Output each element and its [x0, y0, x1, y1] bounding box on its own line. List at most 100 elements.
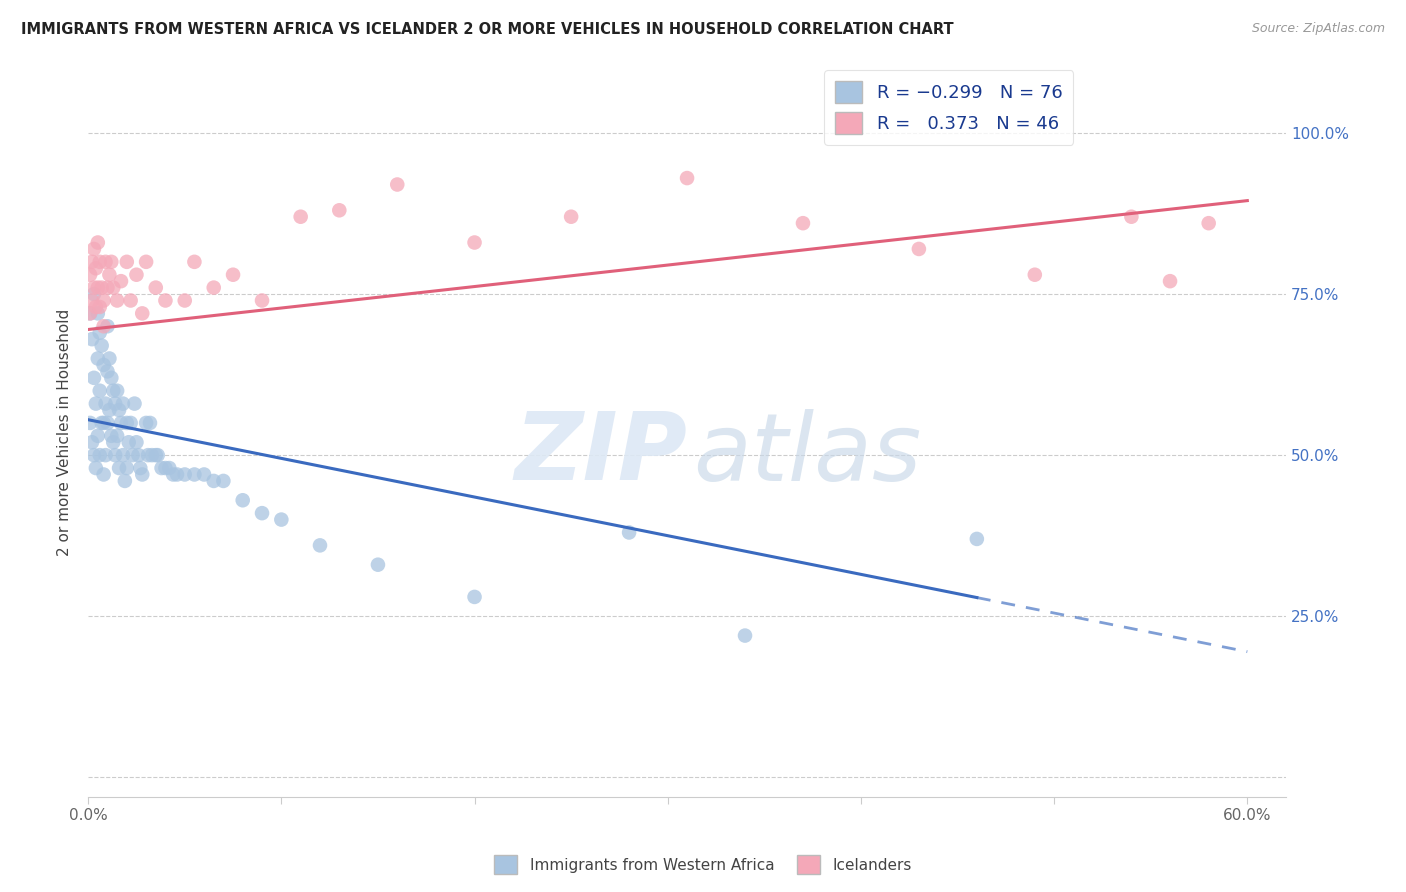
Point: [80, 255, 103, 269]
Point: [98, 268, 121, 282]
Point: [157, 461, 180, 475]
Point: [183, 467, 205, 482]
Point: [131, 306, 153, 320]
Point: [464, 235, 486, 250]
Point: [125, 268, 148, 282]
Point: [464, 590, 486, 604]
Point: [290, 210, 312, 224]
Point: [105, 293, 128, 308]
Text: ZIP: ZIP: [515, 409, 688, 500]
Point: [166, 467, 188, 482]
Point: [129, 461, 152, 475]
Point: [83, 448, 105, 462]
Point: [232, 493, 254, 508]
Point: [193, 467, 215, 482]
Point: [98, 403, 121, 417]
Point: [734, 629, 756, 643]
Point: [89, 448, 111, 462]
Point: [104, 448, 127, 462]
Point: [270, 512, 292, 526]
Point: [155, 293, 177, 308]
Point: [115, 255, 138, 269]
Point: [183, 255, 205, 269]
Point: [79, 306, 101, 320]
Point: [173, 467, 195, 482]
Point: [84, 396, 107, 410]
Point: [1159, 274, 1181, 288]
Point: [98, 351, 121, 366]
Point: [105, 429, 128, 443]
Point: [111, 448, 134, 462]
Point: [89, 384, 111, 398]
Point: [80, 293, 103, 308]
Point: [110, 274, 132, 288]
Legend: R = −0.299   N = 76, R =   0.373   N = 46: R = −0.299 N = 76, R = 0.373 N = 46: [824, 70, 1073, 145]
Point: [80, 332, 103, 346]
Point: [125, 435, 148, 450]
Point: [114, 474, 136, 488]
Point: [309, 538, 332, 552]
Point: [202, 280, 225, 294]
Point: [146, 448, 169, 462]
Point: [79, 306, 101, 320]
Text: atlas: atlas: [693, 409, 921, 500]
Point: [84, 300, 107, 314]
Point: [131, 467, 153, 482]
Point: [84, 261, 107, 276]
Point: [90, 280, 112, 294]
Point: [135, 416, 157, 430]
Point: [155, 461, 177, 475]
Point: [84, 461, 107, 475]
Point: [87, 429, 110, 443]
Point: [115, 416, 138, 430]
Point: [1198, 216, 1220, 230]
Point: [83, 371, 105, 385]
Point: [87, 306, 110, 320]
Point: [908, 242, 931, 256]
Point: [121, 448, 143, 462]
Point: [100, 371, 122, 385]
Point: [83, 242, 105, 256]
Point: [93, 358, 115, 372]
Point: [96, 364, 118, 378]
Point: [103, 384, 125, 398]
Point: [120, 416, 142, 430]
Point: [105, 384, 128, 398]
Point: [367, 558, 389, 572]
Point: [103, 280, 125, 294]
Point: [135, 255, 157, 269]
Point: [103, 435, 125, 450]
Point: [87, 351, 110, 366]
Point: [89, 300, 111, 314]
Point: [100, 255, 122, 269]
Point: [108, 461, 131, 475]
Point: [250, 293, 273, 308]
Point: [79, 268, 101, 282]
Point: [115, 461, 138, 475]
Point: [173, 293, 195, 308]
Point: [89, 326, 111, 340]
Point: [966, 532, 988, 546]
Point: [120, 293, 142, 308]
Point: [328, 203, 350, 218]
Point: [617, 525, 640, 540]
Point: [150, 461, 173, 475]
Point: [87, 235, 110, 250]
Point: [83, 287, 105, 301]
Point: [80, 435, 103, 450]
Point: [560, 210, 582, 224]
Point: [79, 416, 101, 430]
Point: [96, 416, 118, 430]
Point: [118, 435, 141, 450]
Point: [94, 255, 117, 269]
Point: [387, 178, 409, 192]
Point: [202, 474, 225, 488]
Point: [90, 416, 112, 430]
Legend: Immigrants from Western Africa, Icelanders: Immigrants from Western Africa, Icelande…: [488, 849, 918, 880]
Point: [136, 448, 159, 462]
Point: [145, 448, 167, 462]
Point: [676, 171, 699, 186]
Point: [89, 255, 111, 269]
Point: [108, 403, 131, 417]
Point: [145, 280, 167, 294]
